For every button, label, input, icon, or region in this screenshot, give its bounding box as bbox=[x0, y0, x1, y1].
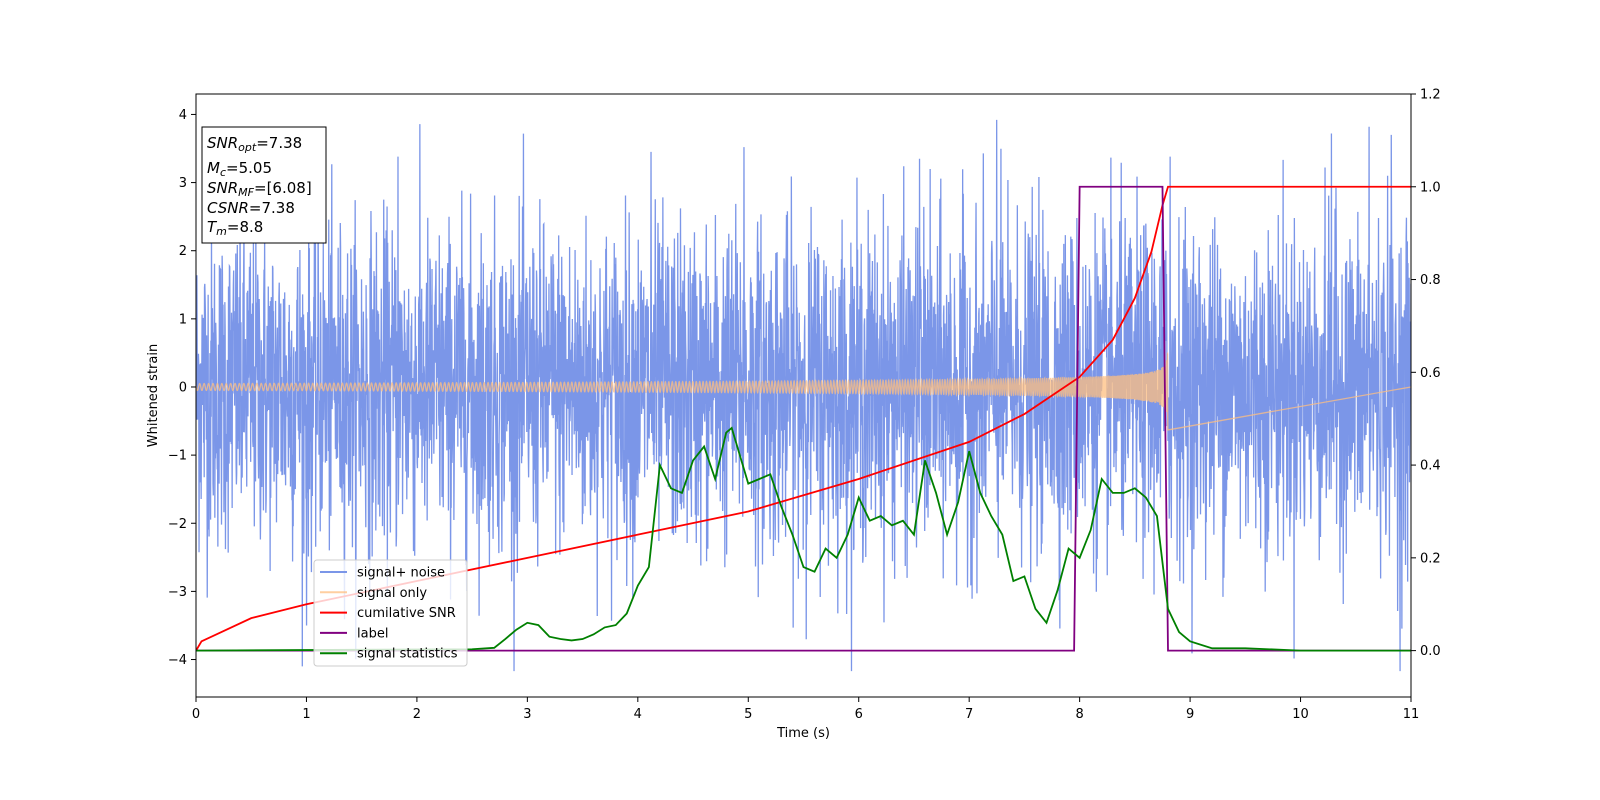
annotation-line: Tm=8.8 bbox=[207, 218, 263, 238]
x-tick-label: 11 bbox=[1403, 707, 1420, 722]
plot-area bbox=[196, 119, 1411, 672]
y2-tick-label: 1.2 bbox=[1420, 88, 1441, 103]
y-tick-label: 0 bbox=[179, 380, 187, 395]
y2-tick-label: 0.4 bbox=[1420, 459, 1441, 474]
x-tick-label: 8 bbox=[1075, 707, 1083, 722]
series-cumilative-snr-line bbox=[196, 185, 1411, 652]
legend-label: signal+ noise bbox=[357, 566, 445, 581]
legend-item: signal only bbox=[320, 586, 427, 601]
series-label-line bbox=[196, 185, 1411, 652]
y2-tick-label: 0.2 bbox=[1420, 551, 1441, 566]
x-tick-label: 6 bbox=[855, 707, 863, 722]
legend-item: signal statistics bbox=[320, 647, 458, 662]
annotation-box: SNRopt=7.38 Mc=5.05SNRMF=[6.08]CSNR=7.38T… bbox=[201, 126, 327, 244]
y2-tick-label: 1.0 bbox=[1420, 180, 1441, 195]
legend-item: label bbox=[320, 626, 388, 641]
legend: signal+ noise signal only cumilative SNR la… bbox=[313, 559, 468, 667]
y-tick-label: 4 bbox=[179, 108, 187, 123]
y-tick-label: 3 bbox=[179, 176, 187, 191]
legend-label: label bbox=[357, 626, 388, 641]
annotation-frame bbox=[201, 126, 327, 244]
y-axis-label: Whitened strain bbox=[146, 344, 161, 447]
y2-tick-label: 0.8 bbox=[1420, 273, 1441, 288]
annotation-line: CSNR=7.38 bbox=[207, 199, 295, 217]
y2-tick-label: 0.0 bbox=[1420, 644, 1441, 659]
annotation-line: Mc=5.05 bbox=[207, 159, 272, 179]
y-tick-label: −4 bbox=[168, 653, 187, 668]
y-tick-label: 1 bbox=[179, 312, 187, 327]
legend-label: signal only bbox=[357, 586, 427, 601]
x-tick-label: 3 bbox=[523, 707, 531, 722]
y-tick-label: −2 bbox=[168, 517, 187, 532]
x-tick-label: 10 bbox=[1292, 707, 1309, 722]
y-tick-label: −1 bbox=[168, 449, 187, 464]
series-signal-only-line bbox=[196, 352, 1411, 431]
y-tick-label: −3 bbox=[168, 585, 187, 600]
legend-frame bbox=[313, 559, 468, 667]
axes: 0 1 2 3 4 5 6 7 8 9 10 11 −4 −3 −2 −1 0 1 2 3 4 0.0 0.2 0.4 0.6 0… bbox=[168, 88, 1441, 723]
x-axis-label: Time (s) bbox=[776, 726, 830, 741]
y2-tick-label: 0.6 bbox=[1420, 366, 1441, 381]
x-tick-label: 2 bbox=[413, 707, 421, 722]
x-tick-label: 0 bbox=[192, 707, 200, 722]
legend-label: cumilative SNR bbox=[357, 606, 456, 621]
legend-item: cumilative SNR bbox=[320, 606, 456, 621]
x-tick-label: 7 bbox=[965, 707, 973, 722]
series-signal-noise-line bbox=[196, 119, 1411, 672]
annotation-line: SNRMF=[6.08] bbox=[207, 179, 312, 199]
x-tick-label: 9 bbox=[1186, 707, 1194, 722]
legend-label: signal statistics bbox=[357, 647, 458, 662]
y-tick-label: 2 bbox=[179, 244, 187, 259]
plot-frame bbox=[195, 93, 1412, 698]
legend-item: signal+ noise bbox=[320, 566, 445, 581]
x-tick-label: 1 bbox=[302, 707, 310, 722]
annotation-line: SNRopt=7.38 bbox=[207, 134, 302, 154]
x-tick-label: 5 bbox=[744, 707, 752, 722]
series-signal-statistics-line bbox=[196, 426, 1411, 652]
x-tick-label: 4 bbox=[634, 707, 642, 722]
